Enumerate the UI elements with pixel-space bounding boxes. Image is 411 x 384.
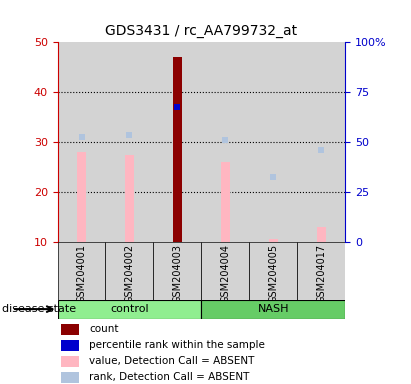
- Text: GSM204003: GSM204003: [173, 244, 182, 303]
- Bar: [297, 242, 345, 300]
- Text: GSM204002: GSM204002: [125, 244, 134, 303]
- Bar: [77, 152, 86, 242]
- Bar: [61, 372, 79, 383]
- Bar: [61, 324, 79, 335]
- Bar: [58, 300, 201, 319]
- Bar: [201, 242, 249, 300]
- Bar: [153, 42, 201, 242]
- Text: GSM204004: GSM204004: [220, 244, 230, 303]
- Text: rank, Detection Call = ABSENT: rank, Detection Call = ABSENT: [89, 372, 250, 382]
- Text: GSM204005: GSM204005: [268, 244, 278, 303]
- Bar: [106, 42, 153, 242]
- Bar: [153, 242, 201, 300]
- Bar: [106, 242, 153, 300]
- Bar: [297, 42, 345, 242]
- Bar: [221, 162, 230, 242]
- Bar: [58, 42, 106, 242]
- Bar: [317, 227, 326, 242]
- Bar: [61, 356, 79, 367]
- Bar: [201, 300, 345, 319]
- Title: GDS3431 / rc_AA799732_at: GDS3431 / rc_AA799732_at: [105, 25, 298, 38]
- Bar: [269, 240, 277, 242]
- Bar: [125, 155, 134, 242]
- Text: control: control: [110, 304, 149, 314]
- Bar: [173, 57, 182, 242]
- Bar: [249, 242, 297, 300]
- Text: GSM204001: GSM204001: [76, 244, 86, 303]
- Text: GSM204017: GSM204017: [316, 244, 326, 303]
- Text: count: count: [89, 324, 119, 334]
- Text: disease state: disease state: [2, 304, 76, 314]
- Text: percentile rank within the sample: percentile rank within the sample: [89, 340, 265, 350]
- Bar: [249, 42, 297, 242]
- Text: NASH: NASH: [258, 304, 289, 314]
- Bar: [201, 42, 249, 242]
- Bar: [61, 340, 79, 351]
- Bar: [58, 242, 106, 300]
- Text: value, Detection Call = ABSENT: value, Detection Call = ABSENT: [89, 356, 255, 366]
